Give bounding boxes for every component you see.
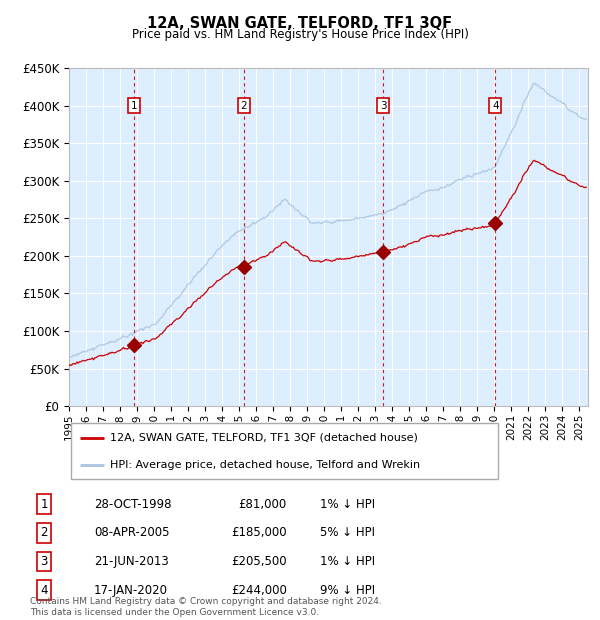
- Text: HPI: Average price, detached house, Telford and Wrekin: HPI: Average price, detached house, Telf…: [110, 459, 420, 469]
- Text: 5% ↓ HPI: 5% ↓ HPI: [320, 526, 375, 539]
- Text: 3: 3: [380, 100, 386, 111]
- Text: 4: 4: [40, 583, 48, 596]
- Text: £81,000: £81,000: [238, 498, 287, 511]
- Text: 2: 2: [241, 100, 247, 111]
- Text: Price paid vs. HM Land Registry's House Price Index (HPI): Price paid vs. HM Land Registry's House …: [131, 28, 469, 41]
- Text: 21-JUN-2013: 21-JUN-2013: [94, 555, 169, 568]
- Text: 3: 3: [40, 555, 47, 568]
- Text: £244,000: £244,000: [231, 583, 287, 596]
- Text: 08-APR-2005: 08-APR-2005: [94, 526, 170, 539]
- FancyBboxPatch shape: [71, 423, 498, 479]
- Text: 2: 2: [40, 526, 48, 539]
- Text: £185,000: £185,000: [231, 526, 287, 539]
- Text: 9% ↓ HPI: 9% ↓ HPI: [320, 583, 375, 596]
- Text: 12A, SWAN GATE, TELFORD, TF1 3QF: 12A, SWAN GATE, TELFORD, TF1 3QF: [148, 16, 452, 30]
- Text: 1: 1: [131, 100, 137, 111]
- Text: £205,500: £205,500: [231, 555, 287, 568]
- Text: 1% ↓ HPI: 1% ↓ HPI: [320, 555, 375, 568]
- Text: 12A, SWAN GATE, TELFORD, TF1 3QF (detached house): 12A, SWAN GATE, TELFORD, TF1 3QF (detach…: [110, 433, 418, 443]
- Text: 17-JAN-2020: 17-JAN-2020: [94, 583, 168, 596]
- Text: 1: 1: [40, 498, 48, 511]
- Text: Contains HM Land Registry data © Crown copyright and database right 2024.
This d: Contains HM Land Registry data © Crown c…: [30, 598, 382, 617]
- Text: 4: 4: [492, 100, 499, 111]
- Text: 1% ↓ HPI: 1% ↓ HPI: [320, 498, 375, 511]
- Text: 28-OCT-1998: 28-OCT-1998: [94, 498, 172, 511]
